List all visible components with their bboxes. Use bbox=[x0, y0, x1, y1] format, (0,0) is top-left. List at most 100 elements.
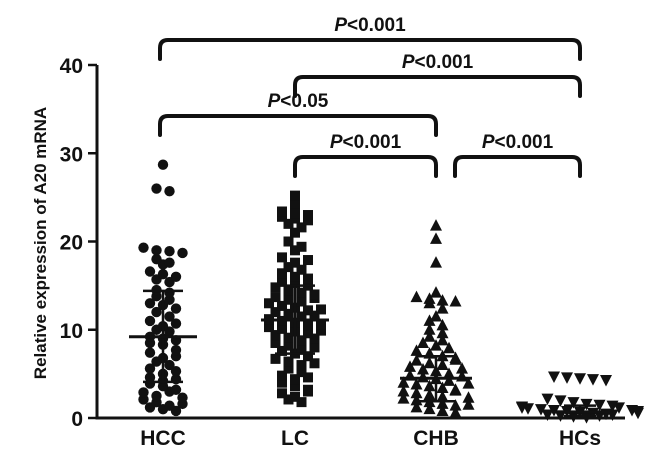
data-point-lc bbox=[283, 332, 294, 343]
data-point-chb bbox=[397, 376, 410, 388]
data-point-hcc bbox=[151, 245, 162, 256]
data-point-lc bbox=[264, 298, 274, 309]
data-point-chb bbox=[423, 314, 436, 326]
y-tick-label: 0 bbox=[71, 408, 83, 431]
data-point-chb bbox=[417, 336, 429, 348]
data-point-chb bbox=[417, 362, 429, 375]
data-point-hcc bbox=[151, 390, 162, 402]
data-point-lc bbox=[283, 356, 294, 367]
data-point-chb bbox=[410, 386, 423, 399]
y-axis-title: Relative expression of A20 mRNA bbox=[31, 107, 50, 379]
significance-bracket bbox=[158, 38, 582, 61]
data-point-lc bbox=[277, 388, 287, 399]
data-point-chb bbox=[423, 402, 436, 415]
data-point-hcc bbox=[138, 387, 149, 398]
data-point-chb bbox=[436, 326, 449, 339]
data-point-hcc bbox=[177, 247, 188, 259]
data-point-lc bbox=[277, 370, 287, 381]
significance-label: P<0.001 bbox=[330, 132, 402, 153]
x-category-label: CHB bbox=[413, 427, 459, 450]
data-point-hcs bbox=[632, 405, 644, 418]
data-point-lc bbox=[303, 210, 313, 221]
data-point-chb bbox=[449, 406, 462, 418]
significance-bracket bbox=[453, 155, 582, 178]
data-point-lc bbox=[296, 241, 307, 252]
data-point-lc bbox=[316, 325, 326, 336]
data-point-lc bbox=[303, 384, 313, 395]
data-point-chb bbox=[430, 232, 442, 244]
data-point-lc bbox=[309, 289, 320, 300]
data-point-lc bbox=[296, 264, 307, 275]
data-point-lc bbox=[296, 343, 307, 354]
data-point-hcs bbox=[561, 372, 573, 384]
data-point-chb bbox=[410, 354, 423, 366]
data-point-hcs bbox=[522, 403, 534, 415]
data-point-lc bbox=[309, 310, 320, 321]
data-point-chb bbox=[436, 390, 449, 402]
data-point-hcc bbox=[170, 318, 182, 329]
data-point-hcc bbox=[177, 392, 188, 403]
data-point-chb bbox=[436, 381, 449, 393]
significance-bracket bbox=[293, 75, 582, 98]
data-point-chb bbox=[462, 391, 475, 403]
y-tick-label: 10 bbox=[60, 320, 83, 343]
y-tick-label: 40 bbox=[60, 55, 83, 78]
data-point-chb bbox=[430, 219, 442, 231]
significance-label: P<0.001 bbox=[482, 132, 554, 153]
axes: 0 10 20 30 40 HCC LC CHB HCs bbox=[60, 55, 625, 450]
data-point-lc bbox=[264, 322, 274, 333]
data-point-lc bbox=[303, 351, 313, 362]
data-point-lc bbox=[296, 311, 307, 322]
data-point-lc bbox=[296, 296, 307, 307]
data-point-lc bbox=[303, 328, 313, 339]
data-point-hcc bbox=[170, 271, 182, 282]
data-point-hcc bbox=[144, 266, 156, 277]
data-point-chb bbox=[436, 294, 449, 306]
data-point-hcc bbox=[170, 384, 182, 395]
data-point-lc bbox=[270, 337, 281, 348]
significance-label: P<0.001 bbox=[402, 52, 474, 73]
data-point-chb bbox=[436, 358, 449, 371]
data-point-hcs bbox=[541, 393, 554, 406]
data-point-chb bbox=[423, 292, 436, 304]
data-point-lc bbox=[283, 340, 294, 351]
data-point-lc bbox=[296, 360, 307, 371]
data-point-chb bbox=[430, 339, 442, 351]
data-point-lc bbox=[303, 273, 313, 284]
data-point-hcc bbox=[164, 400, 175, 411]
data-point-chb bbox=[449, 383, 462, 395]
data-point-hcs bbox=[535, 404, 547, 416]
data-point-hcs bbox=[600, 375, 612, 387]
x-category-label: LC bbox=[281, 427, 309, 450]
data-point-lc bbox=[303, 255, 313, 266]
data-point-lc bbox=[277, 300, 287, 311]
data-point-lc bbox=[270, 330, 281, 341]
data-point-hcc bbox=[170, 366, 182, 377]
data-point-lc bbox=[283, 236, 294, 247]
significance-label: P<0.001 bbox=[334, 15, 406, 36]
data-point-hcs bbox=[554, 395, 567, 407]
data-point-hcs bbox=[593, 399, 606, 412]
data-point-lc bbox=[290, 190, 300, 201]
data-point-lc bbox=[303, 320, 313, 331]
data-point-lc bbox=[290, 213, 300, 224]
data-point-lc bbox=[290, 198, 300, 209]
data-point-lc bbox=[309, 333, 320, 344]
data-point-chb bbox=[430, 286, 442, 298]
data-point-lc bbox=[283, 262, 294, 273]
data-point-lc bbox=[290, 374, 300, 385]
data-point-lc bbox=[296, 367, 307, 378]
data-point-hcc bbox=[164, 257, 175, 268]
data-point-lc bbox=[290, 271, 300, 282]
data-point-lc bbox=[296, 287, 307, 298]
data-point-hcc bbox=[151, 183, 162, 194]
data-point-lc bbox=[270, 307, 281, 318]
data-point-chb bbox=[423, 330, 436, 342]
data-point-hcs bbox=[567, 397, 580, 409]
data-point-lc bbox=[316, 319, 326, 330]
data-point-hcc bbox=[144, 298, 156, 309]
data-point-chb bbox=[443, 374, 455, 386]
data-point-lc bbox=[283, 294, 294, 305]
